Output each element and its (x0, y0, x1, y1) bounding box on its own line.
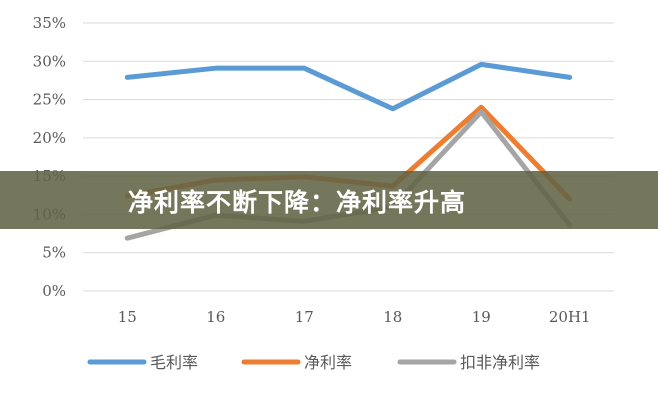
y-tick-label: 30% (33, 52, 66, 70)
x-tick-label: 20H1 (549, 308, 591, 326)
y-tick-label: 0% (42, 282, 66, 300)
x-tick-label: 15 (118, 308, 137, 326)
x-tick-label: 18 (383, 308, 402, 326)
series-line-0 (124, 61, 573, 112)
legend-label: 扣非净利率 (460, 353, 540, 372)
legend-label: 净利率 (304, 353, 352, 372)
y-tick-label: 25% (33, 91, 66, 109)
y-tick-label: 5% (42, 244, 66, 262)
y-tick-label: 35% (33, 14, 66, 32)
y-tick-label: 20% (33, 129, 66, 147)
banner-text: 净利率不断下降：净利率升高 (128, 188, 467, 217)
x-tick-label: 17 (295, 308, 314, 326)
x-tick-label: 19 (472, 308, 491, 326)
legend-label: 毛利率 (150, 353, 198, 372)
x-tick-label: 16 (206, 308, 225, 326)
overlay-banner: 净利率不断下降：净利率升高 (0, 171, 658, 229)
